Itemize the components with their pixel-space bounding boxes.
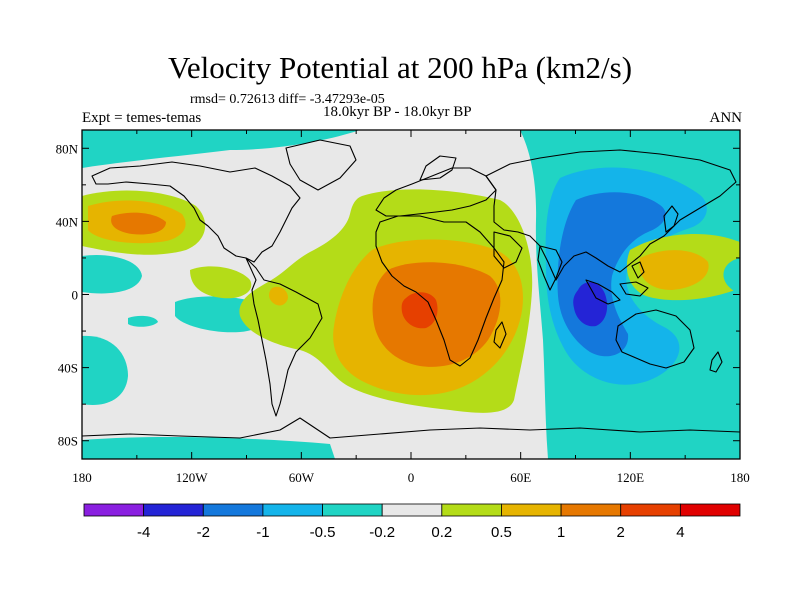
south-america-orange-patch bbox=[269, 286, 288, 306]
coast-scandinavia bbox=[419, 155, 457, 181]
colorbar-label: -0.5 bbox=[310, 524, 336, 541]
colorbar-swatch bbox=[501, 503, 562, 517]
north-pacific-positive-max bbox=[111, 212, 166, 235]
lon-tick-label: 60E bbox=[510, 470, 531, 485]
coast-antarctica bbox=[82, 417, 740, 439]
coast-asia bbox=[485, 149, 737, 281]
coast-north-america bbox=[91, 161, 301, 263]
pacific-small-cyan bbox=[128, 315, 158, 327]
coast-new-zealand bbox=[709, 351, 723, 373]
coast-greenland bbox=[285, 139, 357, 191]
period-label: 18.0kyr BP - 18.0kyr BP bbox=[323, 104, 472, 120]
colorbar-label: 2 bbox=[617, 524, 625, 541]
colorbar-swatch bbox=[83, 503, 145, 517]
coast-south-america bbox=[245, 257, 323, 417]
americas-west-positive bbox=[190, 266, 252, 299]
colorbar-label: -1 bbox=[256, 524, 269, 541]
coastlines bbox=[82, 139, 740, 439]
colorbar-label: -4 bbox=[137, 524, 150, 541]
lon-tick-label: 60W bbox=[289, 470, 315, 485]
southern-ocean-cyan bbox=[82, 437, 335, 459]
lat-tick-label: 0 bbox=[72, 288, 79, 303]
colorbar-label: 4 bbox=[676, 524, 684, 541]
pacific-west-cyan bbox=[82, 254, 142, 294]
colorbar-swatch bbox=[322, 503, 383, 517]
colorbar-swatch bbox=[202, 503, 264, 517]
lon-tick-label: 120W bbox=[176, 470, 209, 485]
colorbar-swatch bbox=[441, 503, 502, 517]
colorbar-swatch bbox=[560, 503, 622, 517]
lat-tick-label: 80N bbox=[56, 141, 79, 156]
negative-region-deep-blue bbox=[573, 282, 608, 327]
coast-australia bbox=[615, 309, 695, 369]
axis-ticks bbox=[81, 130, 741, 459]
africa-positive-max bbox=[401, 292, 438, 329]
lat-tick-label: 80S bbox=[58, 434, 78, 449]
colorbar-swatch bbox=[262, 503, 323, 517]
east-edge-cyan bbox=[723, 258, 740, 294]
colorbar-swatch bbox=[143, 503, 204, 517]
lon-tick-label: 180 bbox=[72, 470, 92, 485]
colorbar-label: -2 bbox=[197, 524, 210, 541]
colorbar-swatch bbox=[620, 503, 681, 517]
pacific-south-cyan bbox=[82, 335, 128, 405]
colorbar-label: -0.2 bbox=[369, 524, 395, 541]
west-pacific-positive-core bbox=[639, 250, 709, 290]
stats-label: rmsd= 0.72613 diff= -3.47293e-05 bbox=[190, 92, 385, 107]
map-title: Velocity Potential at 200 hPa (km2/s) bbox=[167, 50, 633, 85]
colorbar: -4 -2 -1 -0.5 -0.2 0.2 0.5 1 2 4 bbox=[83, 503, 741, 541]
season-label: ANN bbox=[709, 110, 743, 126]
colorbar-label: 0.5 bbox=[491, 524, 512, 541]
coast-madagascar bbox=[493, 321, 507, 349]
colorbar-label: 0.2 bbox=[431, 524, 452, 541]
coast-maritime-continent bbox=[585, 261, 649, 305]
colorbar-label: 1 bbox=[557, 524, 565, 541]
coast-arabia bbox=[493, 231, 523, 269]
lat-tick-label: 40S bbox=[58, 361, 78, 376]
lon-tick-label: 180 bbox=[730, 470, 750, 485]
coast-africa bbox=[375, 215, 505, 367]
experiment-label: Expt = temes-temas bbox=[82, 110, 202, 126]
lon-tick-label: 120E bbox=[617, 470, 645, 485]
colorbar-swatch bbox=[679, 503, 741, 517]
pacific-north-cyan bbox=[82, 130, 360, 168]
coast-india bbox=[537, 245, 563, 291]
axis-labels: 180 120W 60W 0 60E 120E 180 80N 40N 0 40S 80S bbox=[56, 141, 750, 485]
lat-tick-label: 40N bbox=[56, 214, 79, 229]
colorbar-swatch bbox=[381, 503, 443, 517]
coast-japan bbox=[663, 205, 679, 233]
lon-tick-label: 0 bbox=[408, 470, 415, 485]
